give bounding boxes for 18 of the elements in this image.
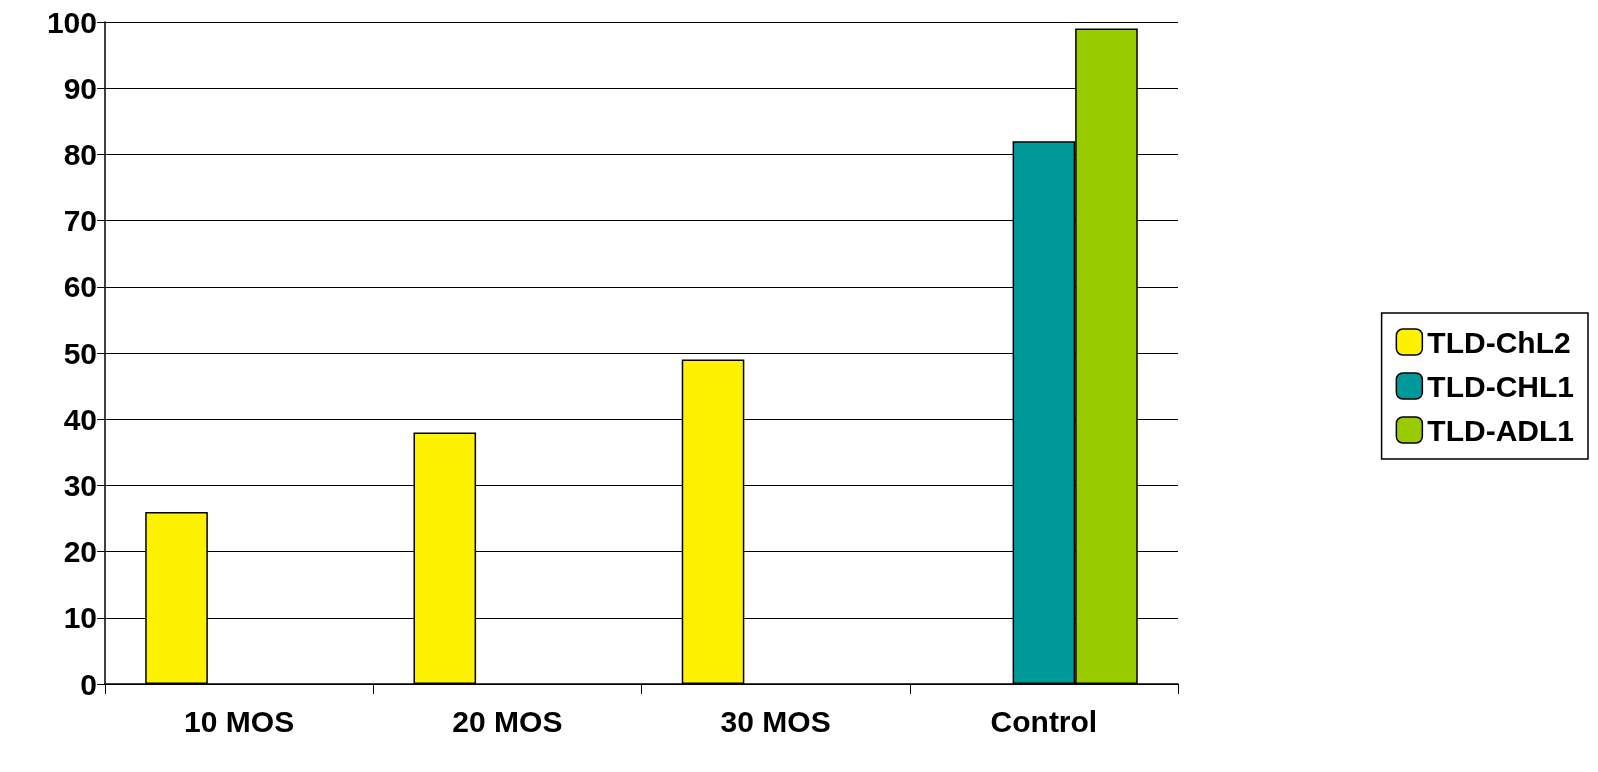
y-tick-label: 70 bbox=[63, 204, 97, 238]
y-tick-label: 100 bbox=[46, 5, 97, 39]
y-tick-label: 20 bbox=[63, 535, 97, 569]
y-tick-label: 90 bbox=[63, 71, 97, 105]
x-tick-label: Control bbox=[990, 704, 1098, 738]
y-tick-label: 10 bbox=[63, 601, 97, 635]
y-tick-label: 80 bbox=[63, 137, 97, 171]
legend-label: TLD-ChL2 bbox=[1427, 325, 1571, 359]
x-tick-label: 10 MOS bbox=[184, 704, 295, 738]
y-tick-label: 30 bbox=[63, 468, 97, 502]
legend-label: TLD-CHL1 bbox=[1427, 369, 1575, 403]
legend-label: TLD-ADL1 bbox=[1427, 413, 1575, 447]
x-tick-label: 20 MOS bbox=[452, 704, 563, 738]
y-tick-label: 40 bbox=[63, 402, 97, 436]
y-tick-label: 50 bbox=[63, 336, 97, 370]
y-tick-label: 60 bbox=[63, 270, 97, 304]
x-tick-label: 30 MOS bbox=[720, 704, 831, 738]
y-tick-label: 0 bbox=[80, 667, 97, 701]
